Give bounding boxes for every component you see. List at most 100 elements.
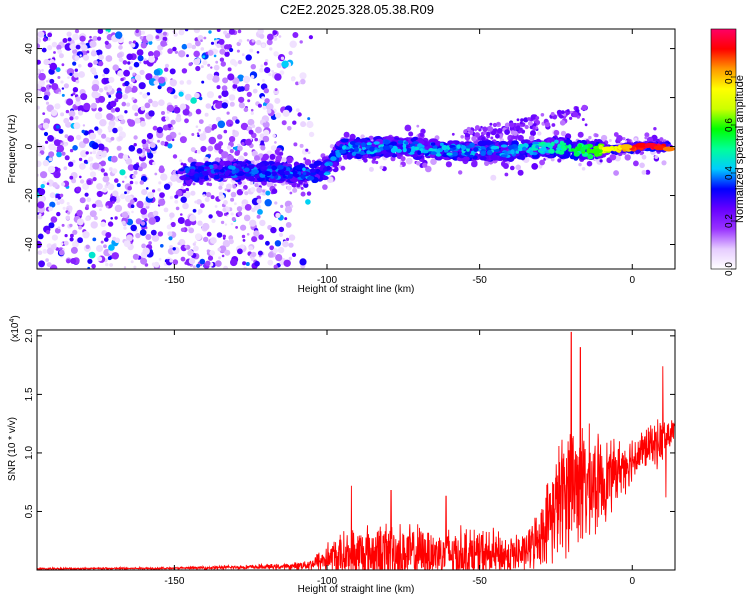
noise-point <box>269 47 273 51</box>
noise-point <box>251 256 255 260</box>
halo-point <box>633 160 639 167</box>
ridge-envelope-point <box>239 161 246 166</box>
noise-point <box>199 258 206 265</box>
noise-point <box>308 35 313 40</box>
noise-point <box>226 212 229 215</box>
ridge-core-point <box>384 139 390 145</box>
noise-point <box>263 129 270 136</box>
noise-point <box>270 226 277 234</box>
noise-point <box>174 194 179 199</box>
noise-point <box>69 237 74 242</box>
ridge-core-point <box>573 148 577 153</box>
noise-point <box>218 95 222 99</box>
ridge-envelope-point <box>569 154 576 160</box>
y-tick-label: 0.5 <box>24 504 35 518</box>
halo-point <box>254 183 259 188</box>
noise-point <box>299 72 307 80</box>
noise-point <box>203 236 209 243</box>
noise-point <box>229 123 232 127</box>
noise-point <box>92 162 100 170</box>
halo-point <box>416 124 420 128</box>
noise-point <box>79 179 85 184</box>
noise-point <box>96 190 103 198</box>
streak-point <box>514 127 517 131</box>
noise-point <box>163 183 171 190</box>
noise-point <box>273 36 278 41</box>
noise-point <box>170 119 176 125</box>
ridge-core-point <box>264 171 272 177</box>
noise-point <box>70 246 78 254</box>
streak-point <box>489 122 493 126</box>
noise-point <box>251 236 258 243</box>
noise-point <box>56 201 61 205</box>
noise-point <box>45 140 49 144</box>
spectrogram-x-label: Height of straight line (km) <box>298 284 415 295</box>
ridge-envelope-point <box>340 138 349 143</box>
noise-point <box>115 107 120 113</box>
streak-point <box>480 125 483 129</box>
noise-point <box>174 200 179 204</box>
noise-point <box>262 189 266 193</box>
noise-point <box>38 188 46 196</box>
colorbar-label: Normalized spectral amplitude <box>734 75 746 223</box>
noise-point <box>37 105 40 110</box>
noise-point <box>145 73 153 81</box>
noise-point <box>202 55 206 59</box>
noise-point <box>171 138 175 142</box>
ridge-core-point <box>203 166 211 170</box>
streak-point <box>581 104 588 111</box>
streak-point <box>519 121 523 125</box>
noise-point <box>56 144 65 153</box>
halo-point <box>528 135 535 141</box>
noise-point <box>241 53 245 57</box>
noise-point <box>127 119 136 127</box>
noise-point <box>292 187 298 193</box>
noise-point <box>61 93 65 97</box>
noise-point <box>240 122 249 131</box>
noise-point <box>188 257 196 265</box>
halo-point <box>538 164 543 169</box>
noise-point <box>172 154 178 159</box>
noise-point <box>60 242 64 246</box>
snr-x-ticks: -150 -100 -50 0 <box>164 330 635 587</box>
halo-point <box>608 139 612 142</box>
noise-point <box>94 199 103 208</box>
noise-point <box>234 202 237 206</box>
noise-point <box>165 134 173 142</box>
halo-point <box>399 164 403 168</box>
noise-point <box>219 181 224 187</box>
ridge-core-point <box>210 174 215 179</box>
x-tick-label: 0 <box>629 275 635 286</box>
noise-point <box>131 104 139 111</box>
noise-point <box>55 67 61 73</box>
halo-point <box>304 159 312 166</box>
noise-point <box>272 30 278 36</box>
noise-point <box>226 119 234 127</box>
colorbar-tick-label: 0.4 <box>724 166 735 180</box>
noise-point <box>105 55 113 62</box>
noise-point <box>48 157 53 162</box>
noise-point <box>216 85 221 90</box>
noise-point <box>269 245 275 251</box>
noise-point <box>235 226 239 229</box>
noise-point <box>46 79 49 83</box>
noise-point <box>257 83 260 86</box>
noise-point <box>121 220 126 225</box>
noise-point <box>195 108 202 115</box>
noise-point <box>84 192 89 197</box>
noise-point <box>241 234 246 239</box>
noise-point <box>133 135 138 140</box>
noise-point <box>227 67 232 72</box>
halo-point <box>180 185 185 190</box>
noise-point <box>160 173 168 181</box>
halo-point <box>340 165 346 171</box>
halo-point <box>458 170 463 175</box>
halo-point <box>408 131 414 137</box>
noise-point <box>89 151 93 155</box>
noise-point <box>37 43 41 49</box>
noise-point <box>107 256 112 261</box>
noise-point <box>278 232 284 237</box>
noise-point <box>124 80 130 87</box>
noise-point <box>72 145 78 151</box>
noise-point <box>91 203 97 208</box>
